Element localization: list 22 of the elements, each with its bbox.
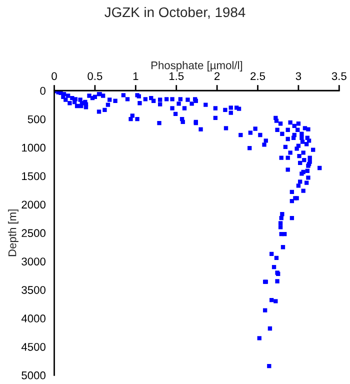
x-tick-label: 0.5 <box>88 72 102 80</box>
chart-title: JGZK in October, 1984 <box>104 6 246 19</box>
y-tick-label: 4000 <box>21 314 46 322</box>
y-axis-title: Depth [m] <box>8 210 18 256</box>
x-axis-title: Phosphate [µmol/l] <box>151 61 242 72</box>
y-tick-label: 500 <box>28 115 46 124</box>
y-tick-label: 5000 <box>22 371 46 380</box>
y-tick-label: 3000 <box>22 258 46 266</box>
x-tick-label: 2 <box>214 72 220 80</box>
x-tick-label: 1.5 <box>169 72 184 80</box>
x-tick-label: 0 <box>52 72 57 80</box>
x-tick-label: 3 <box>296 72 302 80</box>
y-tick-label: 1000 <box>22 144 46 152</box>
y-tick-label: 4500 <box>21 342 46 351</box>
x-tick-label: 2.5 <box>250 72 266 80</box>
y-tick-label: 1500 <box>22 172 46 180</box>
y-tick-label: 2500 <box>22 229 46 238</box>
y-tick-label: 3500 <box>22 286 46 294</box>
y-tick-label: 0 <box>40 86 46 95</box>
x-tick-label: 3.5 <box>332 72 346 80</box>
y-tick-label: 2000 <box>22 200 46 209</box>
x-tick-label: 1 <box>133 72 138 80</box>
